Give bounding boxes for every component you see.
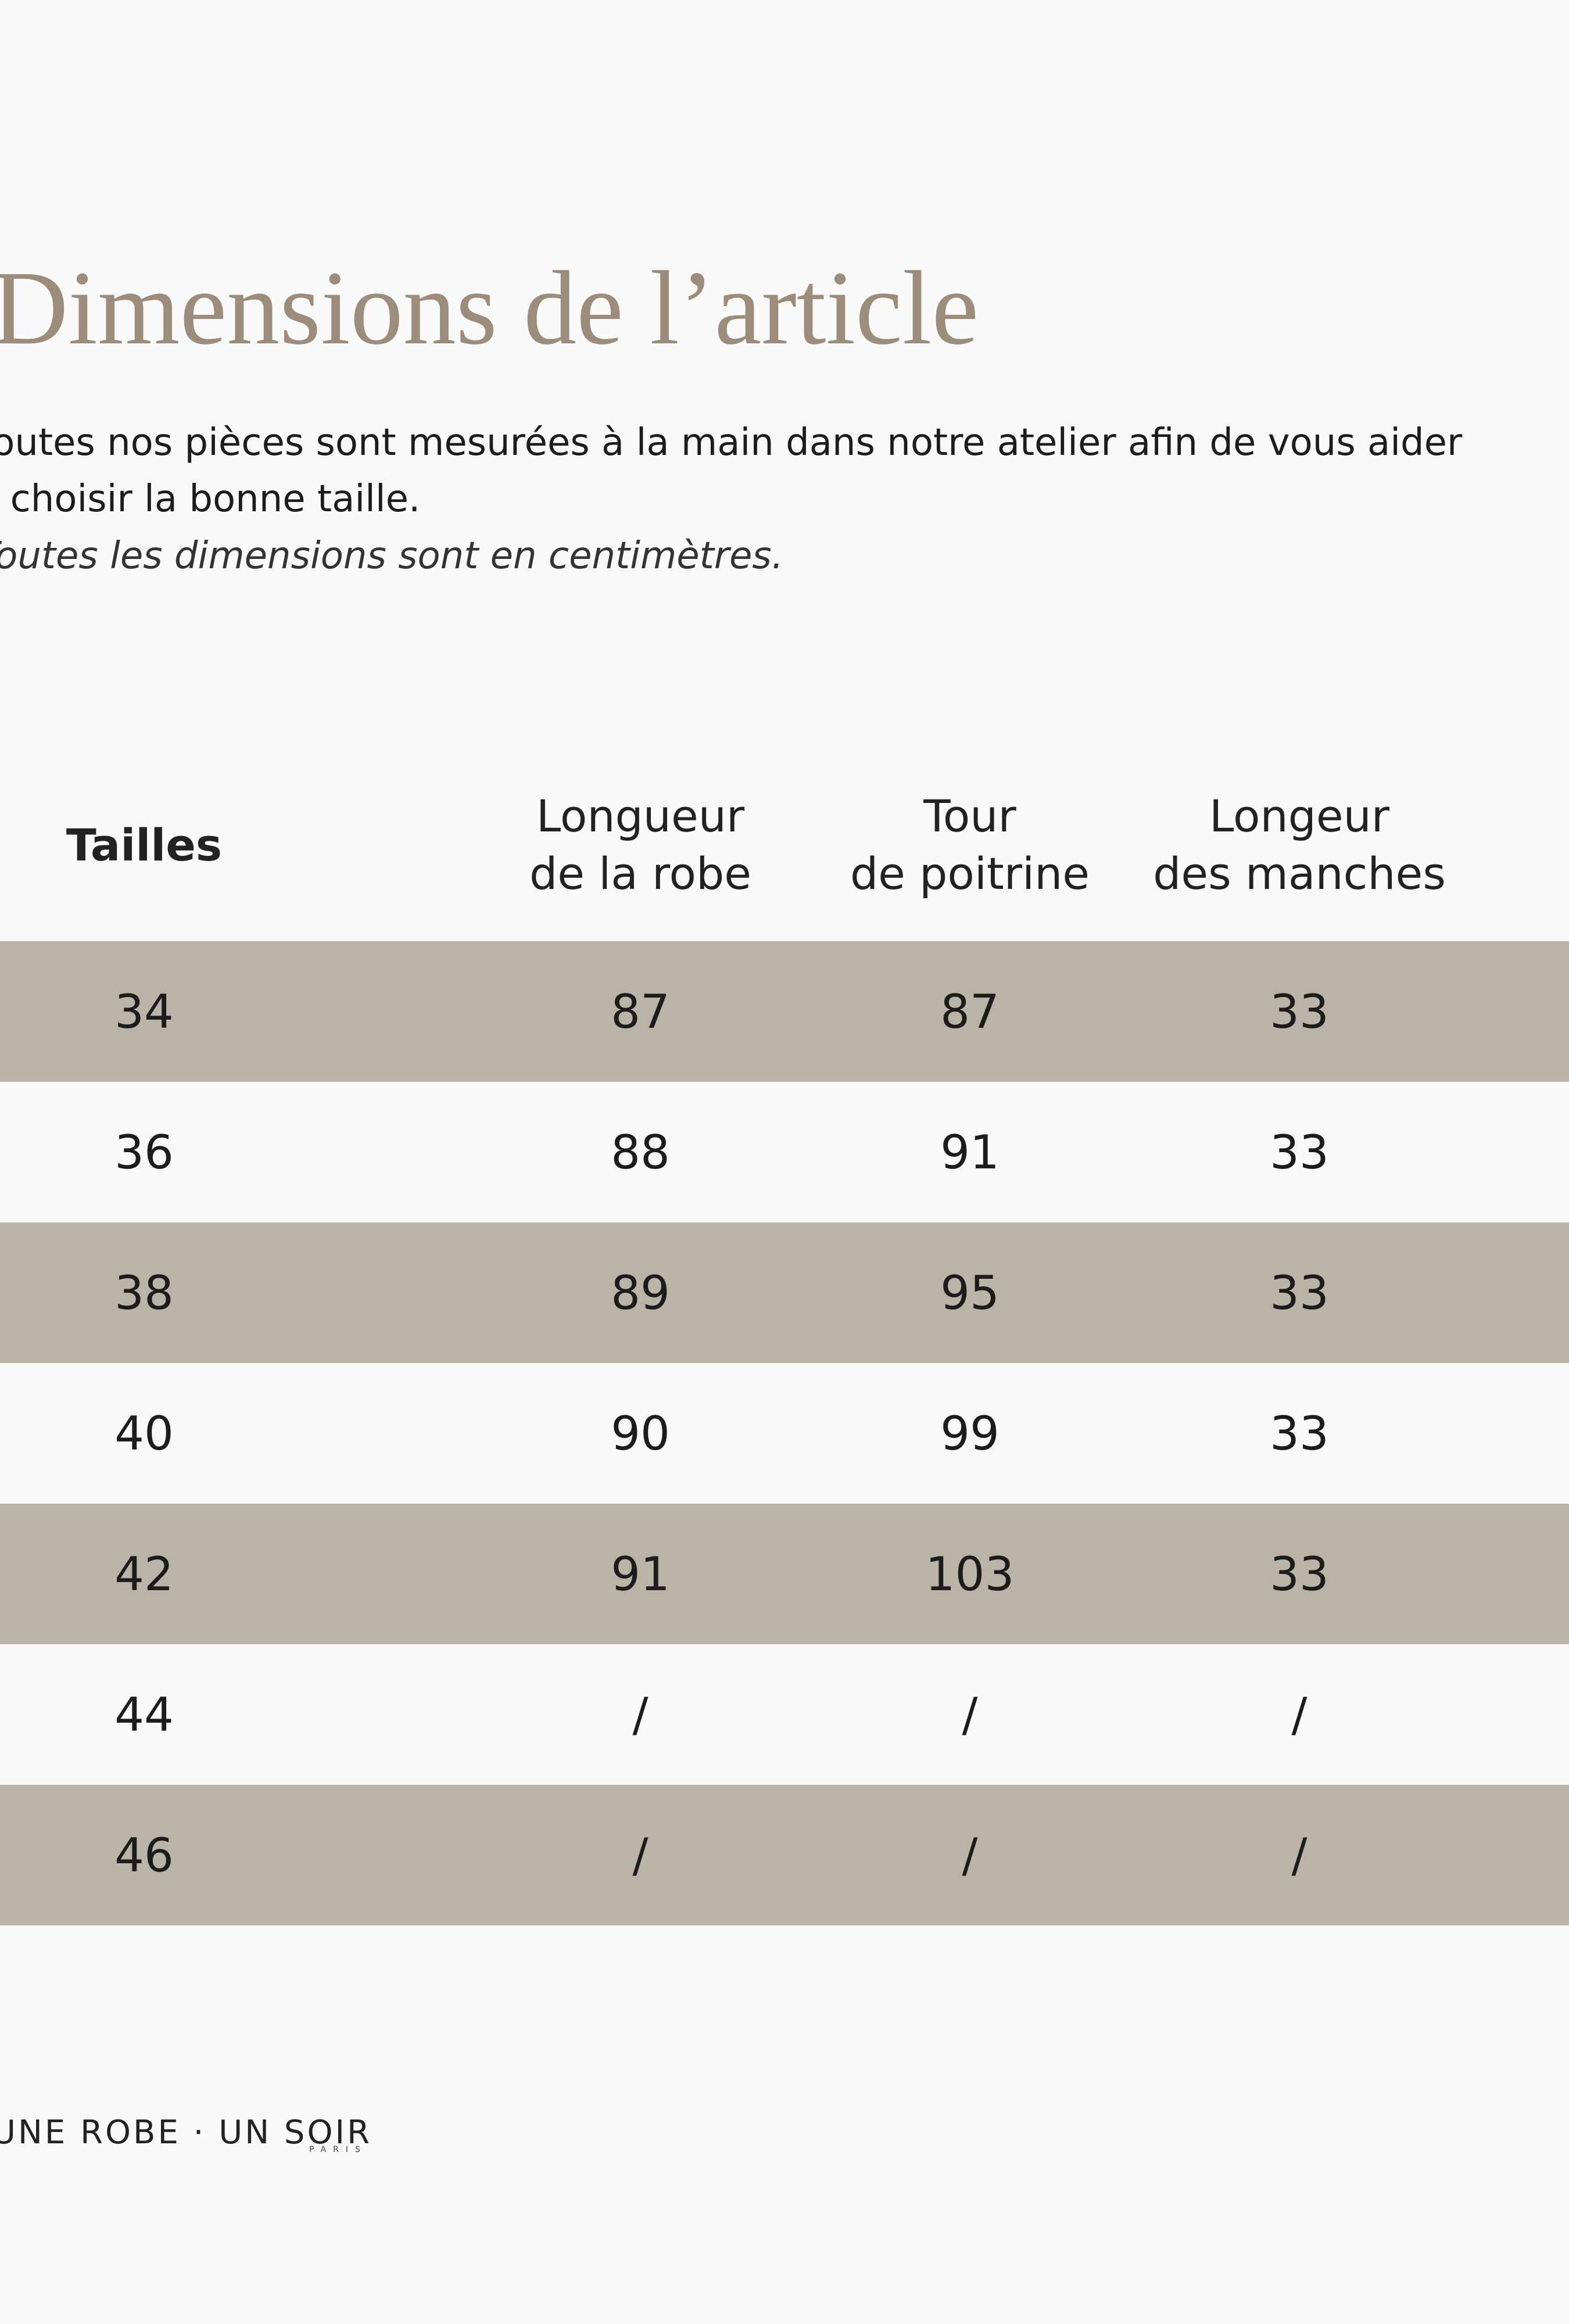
table-row: 46 / / / [0, 1785, 1569, 1925]
intro-text: à choisir la bonne taille. [0, 478, 421, 521]
table-cell: 89 [611, 1265, 670, 1320]
note-text: Toutes les dimensions sont en centimètre… [0, 535, 784, 578]
table-cell: / [632, 1828, 649, 1882]
table-cell: 91 [940, 1125, 1000, 1179]
table-cell: / [632, 1687, 649, 1742]
column-header: Tour de poitrine [850, 790, 1090, 899]
table-row: 40 90 99 33 [0, 1363, 1569, 1504]
table-cell: 40 [114, 1406, 174, 1461]
table-row: 42 91 103 33 [0, 1504, 1569, 1644]
table-cell: 33 [1270, 1406, 1329, 1461]
table-cell: / [962, 1828, 978, 1882]
table-cell: / [962, 1687, 978, 1742]
table-row: 38 89 95 33 [0, 1222, 1569, 1363]
table-row: 34 87 87 33 [0, 941, 1569, 1082]
table-cell: 90 [611, 1406, 670, 1461]
table-cell: 42 [114, 1547, 174, 1601]
table-row: 36 88 91 33 [0, 1082, 1569, 1222]
table-cell: / [1291, 1828, 1308, 1882]
intro-text: Toutes nos pièces sont mesurées à la mai… [0, 421, 1463, 464]
page-title: Dimensions de l’article [0, 250, 979, 367]
table-cell: / [1291, 1687, 1308, 1742]
brand-logo: UNE ROBE · UN SOIR [0, 2114, 372, 2151]
table-cell: 88 [611, 1125, 670, 1179]
table-row: 44 / / / [0, 1644, 1569, 1785]
table-cell: 103 [925, 1547, 1015, 1601]
table-cell: 33 [1270, 1547, 1329, 1601]
table-cell: 44 [114, 1687, 174, 1742]
table-cell: 95 [940, 1265, 1000, 1320]
table-cell: 33 [1270, 1265, 1329, 1320]
brand-city: PARIS [309, 2145, 367, 2154]
table-cell: 87 [611, 984, 670, 1039]
column-header: Tailles [66, 819, 223, 871]
table-cell: 34 [114, 984, 174, 1039]
table-cell: 46 [114, 1828, 174, 1882]
table-cell: 36 [114, 1125, 174, 1179]
table-cell: 87 [940, 984, 1000, 1039]
table-cell: 38 [114, 1265, 174, 1320]
table-cell: 33 [1270, 984, 1329, 1039]
table-cell: 33 [1270, 1125, 1329, 1179]
table-cell: 99 [940, 1406, 1000, 1461]
column-header: Longueur de la robe [529, 790, 752, 899]
column-header: Longeur des manches [1153, 790, 1446, 899]
table-cell: 91 [611, 1547, 670, 1601]
